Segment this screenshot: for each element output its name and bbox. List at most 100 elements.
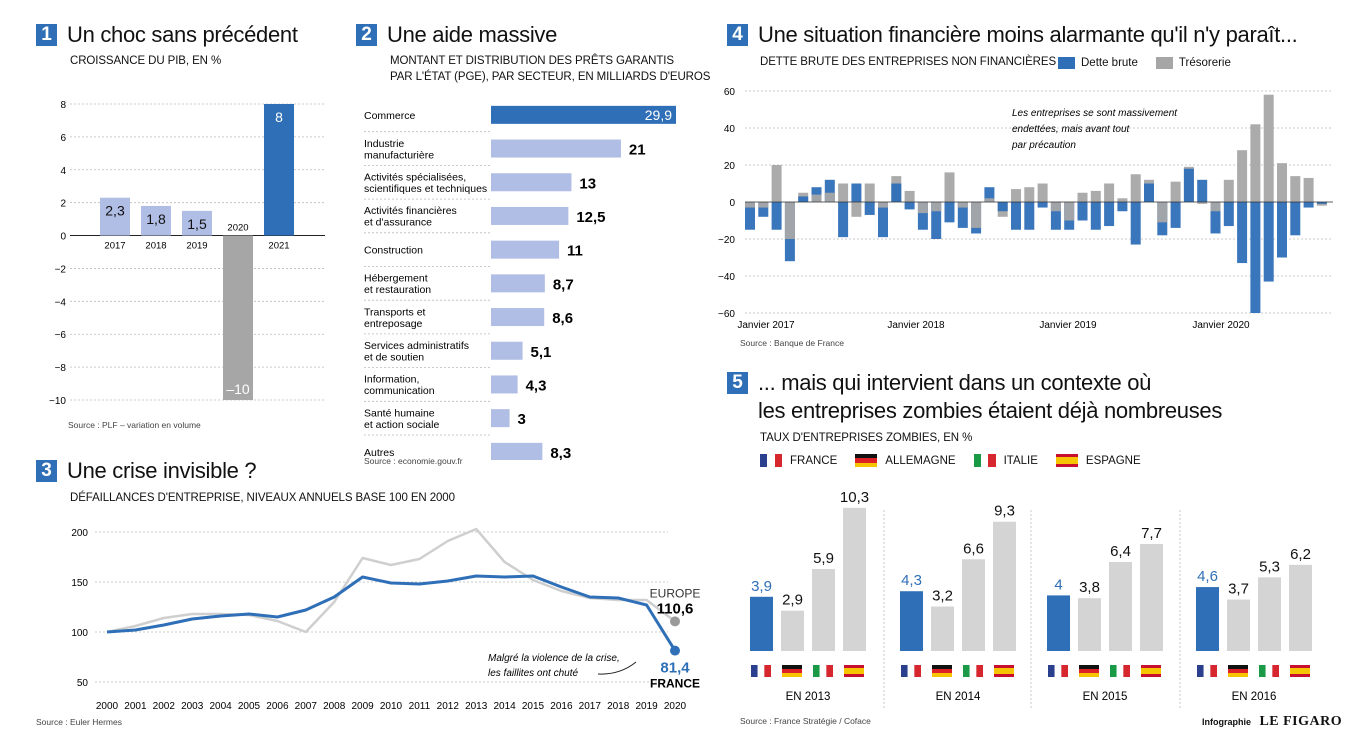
x-category-label: 2017 <box>104 241 125 252</box>
group-label: EN 2013 <box>786 691 831 703</box>
flag-spain-icon <box>844 671 864 674</box>
bar-tresorerie <box>904 190 915 202</box>
legend-label-tresorerie: Trésorerie <box>1178 57 1231 69</box>
bar-dette-brute <box>997 202 1008 212</box>
bar-value-label: 3,2 <box>932 588 953 605</box>
flag-france-icon <box>1061 665 1068 677</box>
bar-tresorerie <box>824 192 835 202</box>
flag-spain-icon <box>844 668 864 671</box>
y-tick-label: −40 <box>718 272 735 283</box>
bar-value-label: –10 <box>226 381 250 397</box>
bar-value-label: 3,9 <box>751 578 772 595</box>
bar <box>223 235 253 400</box>
y-tick-label: −4 <box>55 297 67 308</box>
bar <box>264 104 294 236</box>
flag-italy-icon <box>1259 665 1266 677</box>
bar-value-label: 8,6 <box>552 310 573 327</box>
y-tick-label: 2 <box>60 199 66 210</box>
bar <box>182 210 212 236</box>
bar-dette-brute <box>851 183 862 202</box>
bar-dette-brute <box>1024 202 1035 230</box>
bar-tresorerie <box>1037 183 1048 202</box>
panel4-legend: Dette brute Trésorerie <box>1058 57 1231 69</box>
bar-espagne <box>843 507 866 651</box>
x-tick-label: 2012 <box>437 701 460 712</box>
x-tick-label: 2019 <box>635 701 658 712</box>
panel2-subtitle-line1: MONTANT ET DISTRIBUTION DES PRÊTS GARANT… <box>390 55 674 67</box>
bar-dette-brute <box>1303 202 1314 208</box>
x-category-label: 2020 <box>227 223 248 234</box>
bar-italie <box>962 559 985 651</box>
panel5-title-line1: ... mais qui intervient dans un contexte… <box>758 370 1152 395</box>
bar-dette-brute <box>1277 202 1287 258</box>
bar-tresorerie <box>1250 124 1261 202</box>
bar-tresorerie <box>1263 94 1274 202</box>
sector-label: et d'assurance <box>364 217 432 229</box>
bar-dette-brute <box>758 202 769 217</box>
panel-pge-loans: 2 Une aide massive MONTANT ET DISTRIBUTI… <box>340 0 710 470</box>
flag-italy-icon <box>976 665 983 677</box>
bar-tresorerie <box>1237 150 1248 202</box>
bar-dette-brute <box>1050 202 1061 230</box>
credit-prefix: Infographie <box>1202 717 1251 727</box>
sector-label: et de soutien <box>364 352 424 364</box>
flag-italy-icon <box>819 665 827 677</box>
panel-gdp-growth: 1 Un choc sans précédent CROISSANCE DU P… <box>0 0 340 440</box>
bar-espagne <box>1289 564 1312 651</box>
panel5-subtitle: TAUX D'ENTREPRISES ZOMBIES, EN % <box>760 432 973 444</box>
bar-value-label: 1,8 <box>146 211 166 227</box>
legend-italie: ITALIE <box>1003 454 1038 467</box>
flag-france-icon <box>1197 665 1204 677</box>
bar-tresorerie <box>811 194 822 202</box>
x-category-label: 2021 <box>268 241 289 252</box>
panel3-header: 3 Une crise invisible ? <box>36 458 257 484</box>
bar-dette-brute <box>1104 202 1115 227</box>
sector-label: scientifiques et techniques <box>364 183 487 195</box>
series-line-europe <box>106 527 676 634</box>
flag-italy-icon <box>973 454 996 467</box>
flag-germany-icon <box>932 669 952 673</box>
bar-dette-brute <box>771 202 782 230</box>
sector-label: manufacturière <box>364 149 434 161</box>
bar-tresorerie <box>1064 202 1075 221</box>
bar-tresorerie <box>1170 181 1181 202</box>
x-tick-label: 2009 <box>351 701 374 712</box>
flag-germany-icon <box>932 665 952 669</box>
flag-spain-icon <box>1141 668 1161 671</box>
panel5-source: Source : France Stratégie / Coface <box>740 716 871 726</box>
annotation-arrow <box>597 661 637 675</box>
flag-spain-icon <box>1141 665 1161 668</box>
bar-value-label: 5,9 <box>813 550 834 567</box>
bar-espagne <box>1140 543 1163 651</box>
bar-value-label: 6,2 <box>1290 546 1311 563</box>
bar-dette-brute <box>917 202 928 230</box>
x-tick-label: 2018 <box>607 701 630 712</box>
bar-italie <box>1258 577 1281 651</box>
bar-tresorerie <box>1223 179 1234 202</box>
y-tick-label: 6 <box>60 133 66 144</box>
bar-espagne <box>993 521 1016 651</box>
bar-value-label: 8,3 <box>550 445 571 460</box>
sector-label: Activités financières <box>364 205 457 217</box>
panel2-header: 2 Une aide massive <box>356 22 557 48</box>
panel5-header: 5 ... mais qui intervient dans un contex… <box>727 370 1151 396</box>
flag-spain-icon <box>1055 454 1078 467</box>
flag-germany-icon <box>932 673 952 677</box>
flag-italy-icon <box>826 665 833 677</box>
bar-value-label: 6,6 <box>963 540 984 557</box>
panel1-number: 1 <box>36 24 57 46</box>
bar-value-label: 3,8 <box>1079 579 1100 596</box>
sector-label: et restauration <box>364 284 431 296</box>
group-label: EN 2015 <box>1083 691 1128 703</box>
bar-value-label: 3 <box>518 411 526 428</box>
panel4-source: Source : Banque de France <box>740 338 844 348</box>
bar-dette-brute <box>1290 202 1301 236</box>
flag-spain-icon <box>1141 671 1161 674</box>
bar <box>491 173 572 192</box>
bar-tresorerie <box>1050 202 1061 212</box>
bar-tresorerie <box>1157 202 1168 223</box>
bar-tresorerie <box>1277 163 1287 202</box>
bar <box>491 308 545 327</box>
annotation-line2: les faillites ont chuté <box>488 668 578 679</box>
panel4-header: 4 Une situation financière moins alarman… <box>727 22 1298 48</box>
